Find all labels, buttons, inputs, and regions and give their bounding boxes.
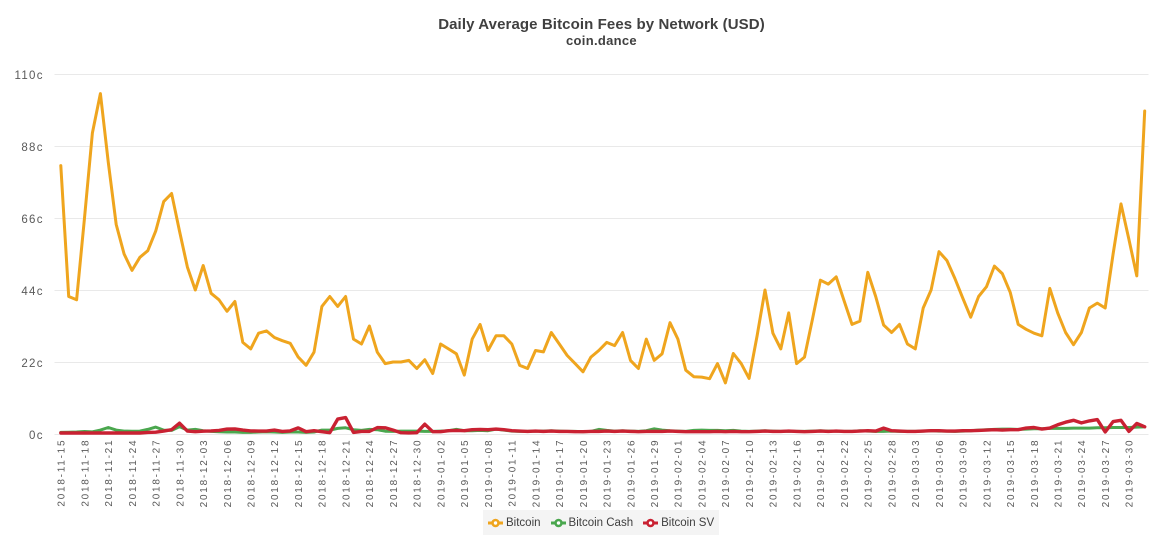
svg-text:44c: 44c	[21, 286, 43, 298]
svg-text:2019-02-22: 2019-02-22	[840, 439, 851, 508]
svg-text:2019-02-19: 2019-02-19	[816, 439, 827, 508]
svg-text:2019-01-23: 2019-01-23	[603, 439, 614, 508]
svg-text:2018-12-24: 2018-12-24	[365, 439, 376, 508]
svg-text:2019-01-26: 2019-01-26	[626, 439, 637, 508]
svg-text:2019-01-11: 2019-01-11	[508, 439, 519, 507]
svg-text:2019-03-27: 2019-03-27	[1101, 439, 1112, 508]
svg-text:2018-12-03: 2018-12-03	[199, 439, 210, 508]
svg-text:2018-12-30: 2018-12-30	[413, 439, 424, 508]
svg-text:2019-03-24: 2019-03-24	[1077, 439, 1088, 508]
svg-text:2019-01-02: 2019-01-02	[436, 439, 447, 508]
svg-text:2019-03-18: 2019-03-18	[1030, 439, 1041, 508]
svg-text:2018-12-27: 2018-12-27	[389, 439, 400, 508]
svg-text:2018-12-12: 2018-12-12	[270, 439, 281, 508]
svg-text:2018-11-30: 2018-11-30	[175, 439, 186, 507]
svg-text:2019-02-16: 2019-02-16	[792, 439, 803, 508]
svg-text:2018-12-21: 2018-12-21	[341, 439, 352, 508]
svg-text:110c: 110c	[15, 70, 44, 82]
svg-text:2019-02-01: 2019-02-01	[674, 439, 685, 508]
svg-text:2019-02-10: 2019-02-10	[745, 439, 756, 508]
svg-text:66c: 66c	[21, 214, 43, 226]
svg-text:2019-02-25: 2019-02-25	[864, 439, 875, 508]
svg-text:22c: 22c	[21, 358, 43, 370]
svg-text:2019-02-28: 2019-02-28	[887, 439, 898, 508]
svg-text:2019-02-04: 2019-02-04	[698, 439, 709, 508]
svg-text:2019-01-14: 2019-01-14	[531, 439, 542, 508]
svg-text:2018-12-18: 2018-12-18	[318, 439, 329, 508]
svg-text:2018-12-09: 2018-12-09	[247, 439, 258, 508]
svg-text:2018-11-21: 2018-11-21	[104, 439, 115, 507]
svg-text:2019-03-06: 2019-03-06	[935, 439, 946, 508]
svg-text:2018-11-27: 2018-11-27	[152, 439, 163, 507]
svg-text:2019-02-07: 2019-02-07	[721, 439, 732, 508]
svg-text:2018-12-06: 2018-12-06	[223, 439, 234, 508]
svg-text:2019-03-15: 2019-03-15	[1006, 439, 1017, 508]
svg-text:2018-11-24: 2018-11-24	[128, 439, 139, 507]
svg-text:88c: 88c	[21, 142, 43, 154]
svg-text:2019-01-05: 2019-01-05	[460, 439, 471, 508]
svg-text:2018-11-18: 2018-11-18	[80, 439, 91, 507]
svg-text:2019-03-03: 2019-03-03	[911, 439, 922, 508]
svg-text:2019-01-20: 2019-01-20	[579, 439, 590, 508]
svg-text:2019-01-08: 2019-01-08	[484, 439, 495, 508]
svg-text:2019-02-13: 2019-02-13	[769, 439, 780, 508]
svg-text:2018-11-15: 2018-11-15	[57, 439, 68, 507]
svg-text:2019-03-09: 2019-03-09	[959, 439, 970, 508]
svg-text:2019-03-21: 2019-03-21	[1054, 439, 1065, 508]
svg-text:2019-03-12: 2019-03-12	[982, 439, 993, 508]
svg-text:0c: 0c	[29, 430, 44, 442]
svg-text:2019-01-29: 2019-01-29	[650, 439, 661, 508]
svg-text:2018-12-15: 2018-12-15	[294, 439, 305, 508]
svg-text:2019-03-30: 2019-03-30	[1125, 439, 1136, 508]
svg-text:2019-01-17: 2019-01-17	[555, 439, 566, 508]
